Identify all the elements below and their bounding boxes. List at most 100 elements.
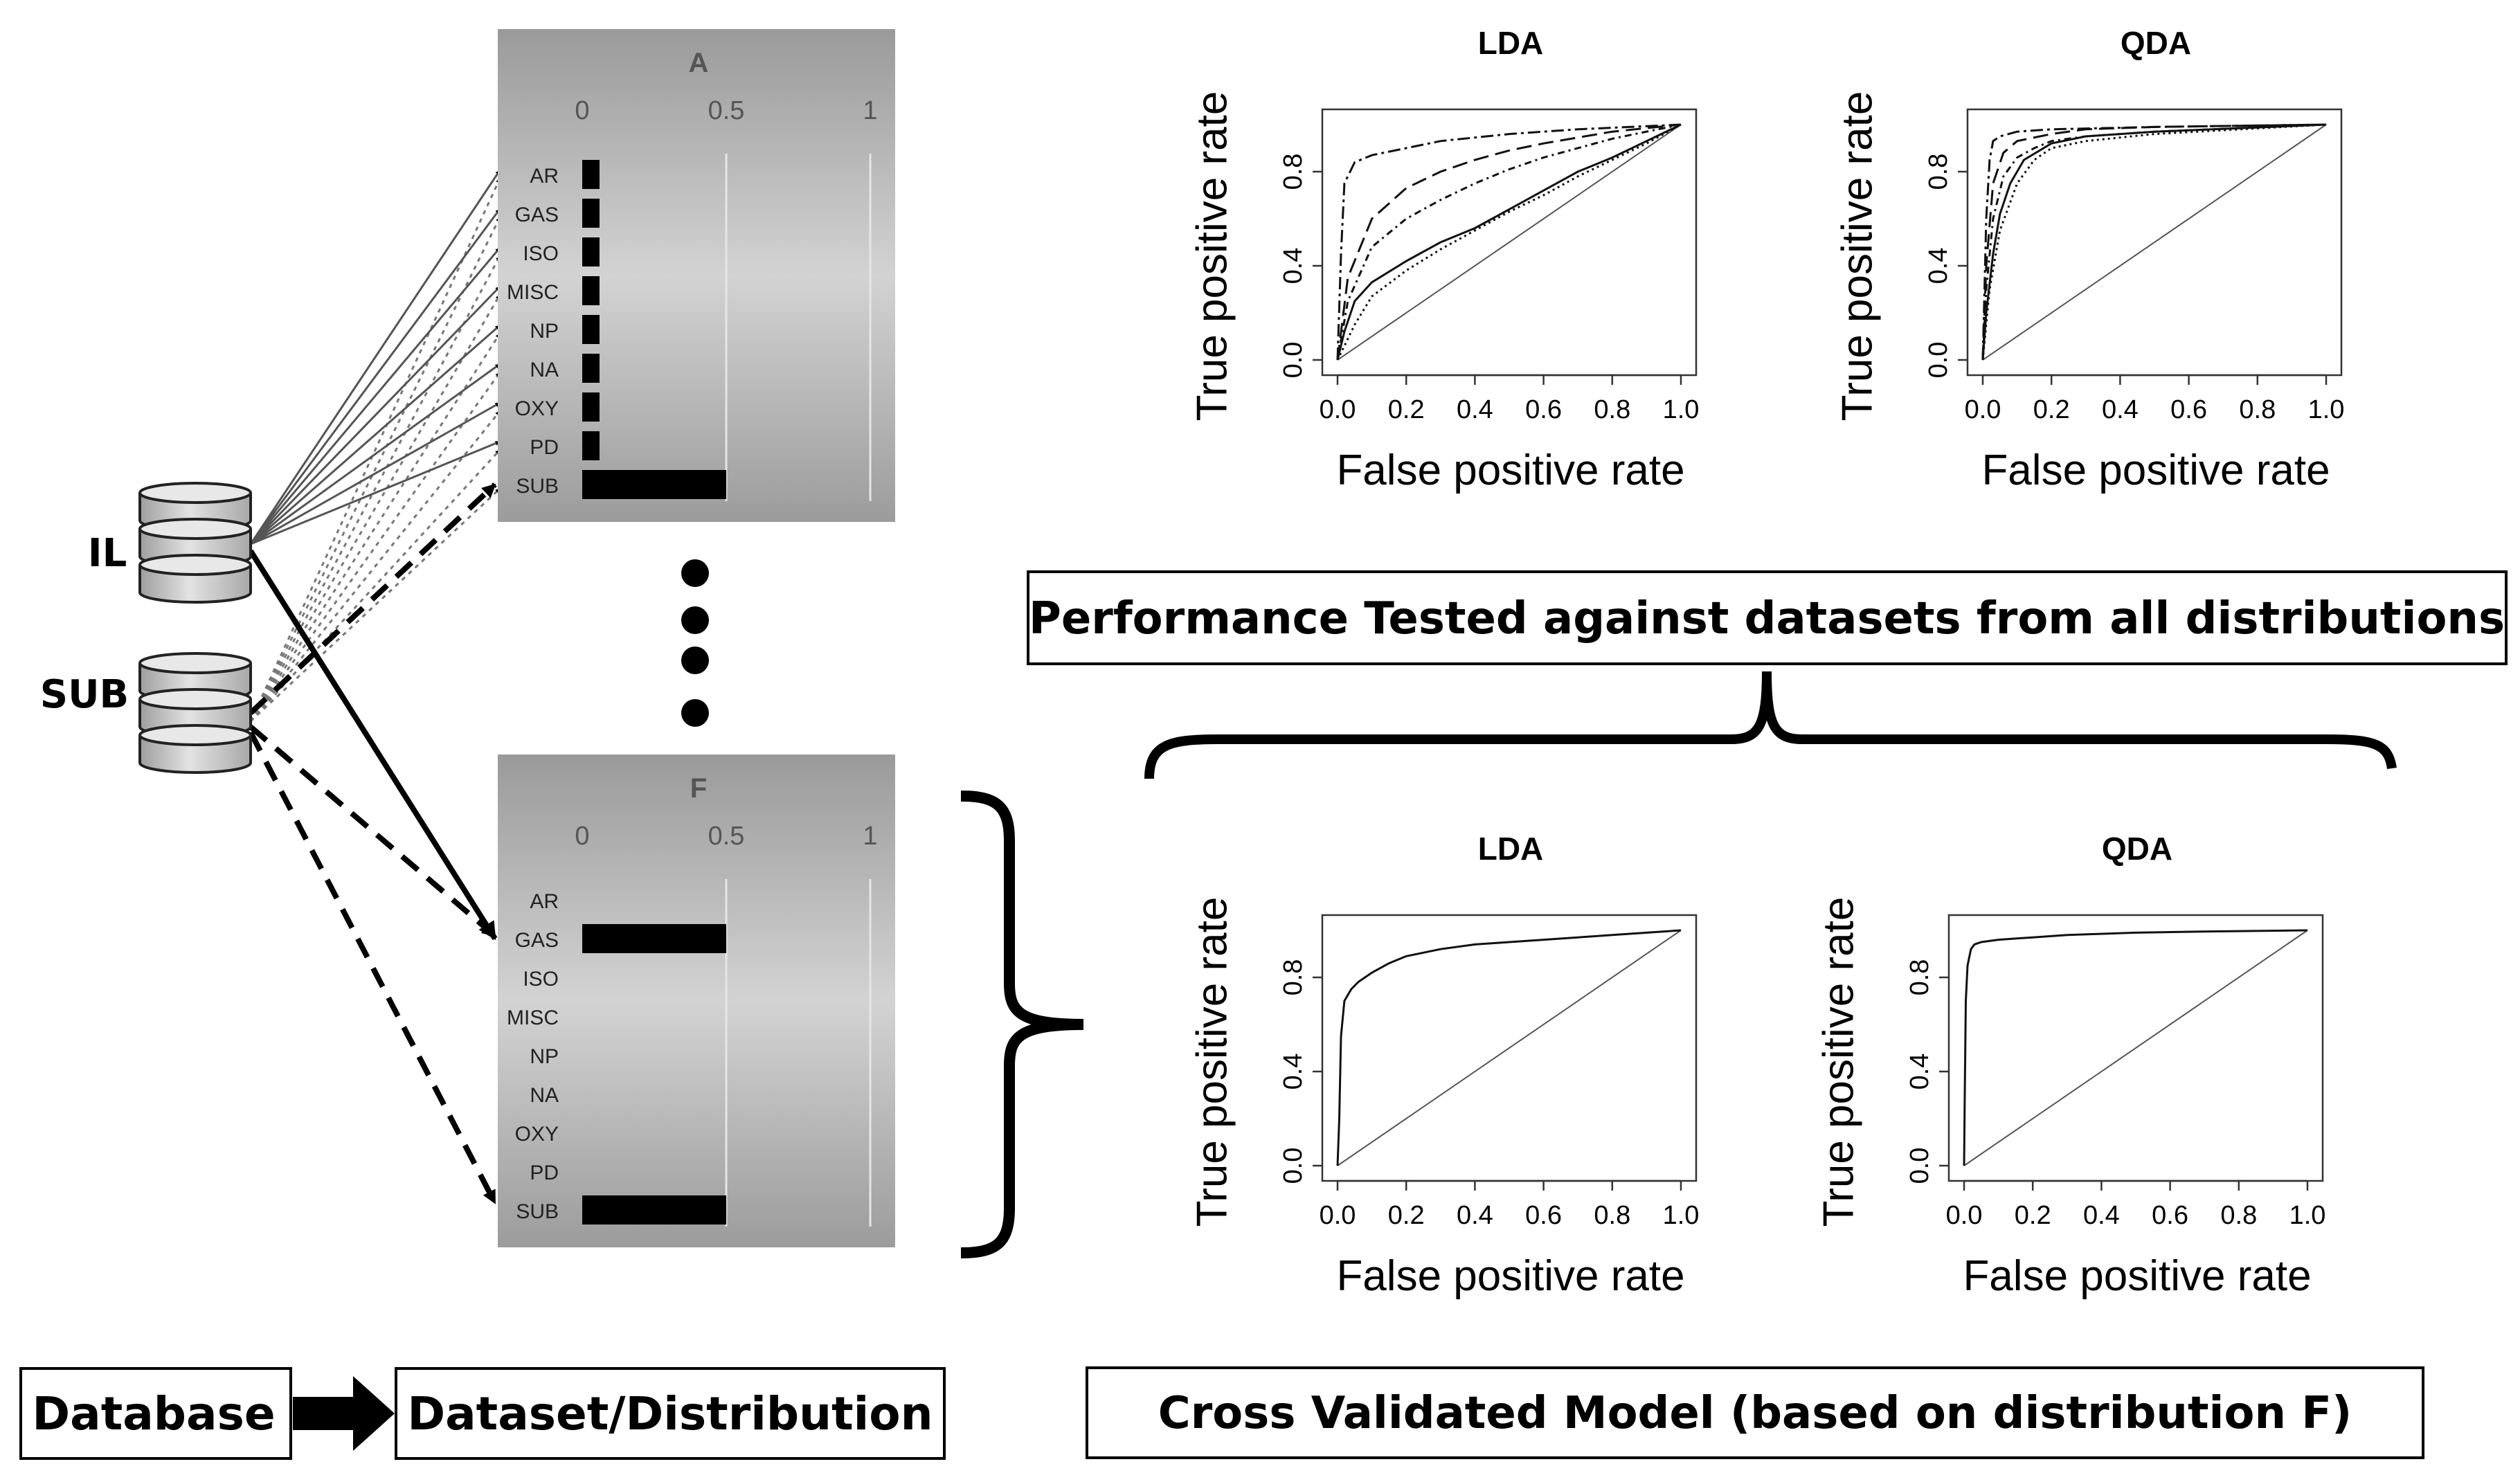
cylinder-disk-top (138, 688, 252, 710)
y-axis-label: True positive rate (1815, 897, 1862, 1227)
bar-oxy (582, 392, 600, 422)
horizontal-brace (1144, 671, 2397, 779)
y-tick-label: 0.8 (1279, 154, 1308, 190)
roc-chart-lda-cv: LDA 0.0 0.2 0.4 0.6 0.8 1.0 False positive rate… (1188, 831, 1699, 1300)
y-tick-label: 0.4 (1279, 248, 1308, 284)
il-arrow-to-a (249, 170, 501, 545)
x-tick-label: 1.0 (1663, 395, 1700, 424)
x-tick-label: 0.4 (1457, 395, 1493, 424)
axis-tick-label: 0.5 (708, 96, 745, 125)
x-axis-label: False positive rate (1336, 446, 1684, 494)
chart-title: QDA (2121, 25, 2191, 61)
bar-ar (582, 160, 600, 189)
x-tick-label: 0.8 (2220, 1201, 2257, 1230)
x-tick-label: 0.2 (1388, 1201, 1425, 1230)
sub-label: SUB (40, 672, 129, 717)
y-tick-label: 0.8 (1905, 959, 1934, 996)
category-label: GAS (515, 204, 559, 226)
y-axis-label: True positive rate (1833, 91, 1881, 422)
bar-sub (582, 470, 726, 499)
y-tick-label: 0.0 (1279, 1148, 1308, 1184)
roc-chart-qda-cv: QDA 0.0 0.2 0.4 0.6 0.8 1.0 False positive rate… (1815, 831, 2325, 1300)
bar-gas (582, 924, 726, 953)
sub-arrow-to-a (249, 410, 501, 722)
x-tick-label: 0.2 (2033, 395, 2070, 424)
database-legend-box (19, 1367, 292, 1460)
y-tick-label: 0.4 (1905, 1054, 1934, 1090)
plot-frame (1321, 914, 1698, 1182)
x-tick-label: 1.0 (2289, 1201, 2326, 1230)
category-label: AR (530, 890, 559, 913)
axis-tick-label: 0 (575, 822, 589, 851)
il-arrow-to-a (250, 440, 501, 545)
panel-background (498, 29, 895, 522)
il-arrow-to-a (250, 324, 501, 545)
axis-tick-label: 0.5 (708, 822, 745, 851)
category-label: OXY (515, 1123, 559, 1146)
panel-title: F (690, 773, 707, 804)
category-label: NP (530, 1045, 559, 1068)
connection-arrows (248, 170, 501, 1204)
ellipsis-dot (681, 699, 709, 727)
cross-validated-box (1086, 1366, 2424, 1459)
category-label: ISO (523, 242, 559, 265)
bar-sub (582, 1195, 726, 1225)
sub-arrow-to-a (249, 178, 501, 722)
il-arrow-to-a (250, 363, 501, 545)
y-tick-label: 0.8 (1279, 959, 1308, 996)
category-label: SUB (516, 1200, 559, 1223)
right-brace (960, 790, 1084, 1258)
distribution-f-panel: F 0 0.5 1 AR GAS ISO MISC NP NA OXY PD SUB (498, 754, 895, 1247)
x-axis-label: False positive rate (1981, 446, 2330, 494)
bar-misc (582, 276, 600, 305)
y-tick-label: 0.0 (1924, 342, 1953, 379)
sub-arrow-to-a (249, 255, 501, 722)
y-tick-label: 0.0 (1279, 342, 1308, 379)
chart-title: LDA (1478, 25, 1544, 61)
x-tick-label: 0.8 (1594, 1201, 1630, 1230)
sub-database-icon (138, 652, 252, 774)
category-label: PD (530, 436, 559, 459)
x-tick-label: 0.0 (1320, 1201, 1356, 1230)
category-label: MISC (507, 281, 559, 304)
il-database-icon (138, 482, 252, 604)
cylinder-disk-top (138, 652, 252, 674)
category-label: NA (530, 1084, 559, 1107)
category-label: OXY (515, 397, 559, 420)
bar-gas (582, 199, 600, 228)
category-label: MISC (507, 1006, 559, 1029)
axis-tick-label: 1 (863, 96, 877, 125)
y-axis-label: True positive rate (1188, 91, 1236, 422)
dataset-legend-label: Dataset/Distribution (407, 1387, 933, 1440)
cylinder-disk-top (138, 518, 252, 540)
category-label: AR (530, 165, 559, 188)
roc-series-curve-1 (1981, 123, 2327, 361)
ellipsis-dot (681, 647, 709, 674)
roc-series-curve-4 (1981, 123, 2327, 361)
y-axis-label: True positive rate (1188, 897, 1236, 1227)
x-tick-label: 0.4 (2102, 395, 2139, 424)
cross-validated-label: Cross Validated Model (based on distribu… (1158, 1388, 2352, 1439)
x-tick-label: 0.2 (1388, 395, 1425, 424)
panel-background (498, 754, 895, 1247)
category-label: ISO (523, 968, 559, 991)
cylinder-disk-top (138, 482, 252, 504)
bar-na (582, 354, 600, 383)
roc-chart-qda-all: QDA 0.0 0.2 0.4 0.6 0.8 1.0 False positive rate… (1833, 25, 2344, 494)
chart-title: QDA (2102, 831, 2172, 867)
sub-arrow-to-a (249, 449, 501, 723)
roc-series-curve-5 (1336, 123, 1682, 361)
x-tick-label: 0.4 (2083, 1201, 2120, 1230)
x-tick-label: 0.6 (1525, 395, 1562, 424)
y-tick-label: 0.4 (1924, 248, 1953, 284)
x-tick-label: 0.0 (1946, 1201, 1983, 1230)
x-tick-label: 0.6 (2170, 395, 2207, 424)
axis-tick-label: 1 (863, 822, 877, 851)
roc-series-cross-validated (1963, 929, 2308, 1166)
roc-series-curve-3 (1336, 123, 1682, 361)
panel-title: A (689, 48, 709, 78)
category-label: PD (530, 1162, 559, 1184)
x-tick-label: 1.0 (2308, 395, 2345, 424)
sub-arrow-to-a (249, 294, 501, 722)
